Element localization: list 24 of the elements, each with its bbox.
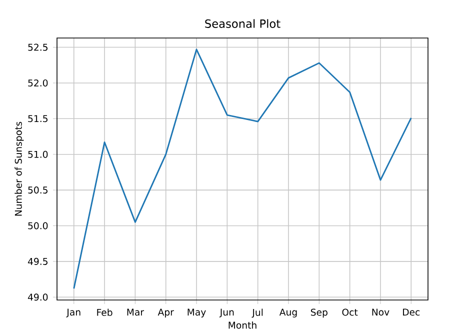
- y-tick-label: 49.0: [28, 294, 48, 301]
- x-tick-label: Feb: [97, 308, 112, 316]
- y-tick-label: 52.0: [28, 79, 48, 86]
- y-tick-label: 51.0: [28, 150, 48, 158]
- y-tick-label: 49.5: [28, 258, 48, 265]
- y-tick-label: 50.5: [28, 186, 48, 194]
- x-tick-label: Aug: [279, 308, 297, 318]
- y-tick-label: 50.0: [28, 222, 48, 230]
- x-tick-label: Jan: [66, 308, 80, 318]
- x-tick-label: Jun: [219, 308, 234, 318]
- x-tick-label: Nov: [372, 308, 390, 316]
- line-series: [73, 48, 412, 290]
- x-tick-label: Dec: [403, 308, 420, 316]
- y-axis-title: Number of Sunspots: [14, 122, 24, 216]
- y-tick-label: 51.5: [28, 115, 48, 122]
- y-tick-label: 52.5: [28, 44, 48, 51]
- chart-title: Seasonal Plot: [205, 19, 280, 28]
- x-axis-title: Month: [228, 321, 256, 329]
- x-tick-label: Jul: [252, 308, 263, 318]
- x-tick-label: May: [188, 308, 206, 318]
- x-tick-label: Sep: [310, 308, 328, 318]
- x-tick-label: Oct: [342, 308, 358, 316]
- x-tick-label: Mar: [127, 308, 144, 316]
- x-tick-label: Apr: [158, 308, 174, 318]
